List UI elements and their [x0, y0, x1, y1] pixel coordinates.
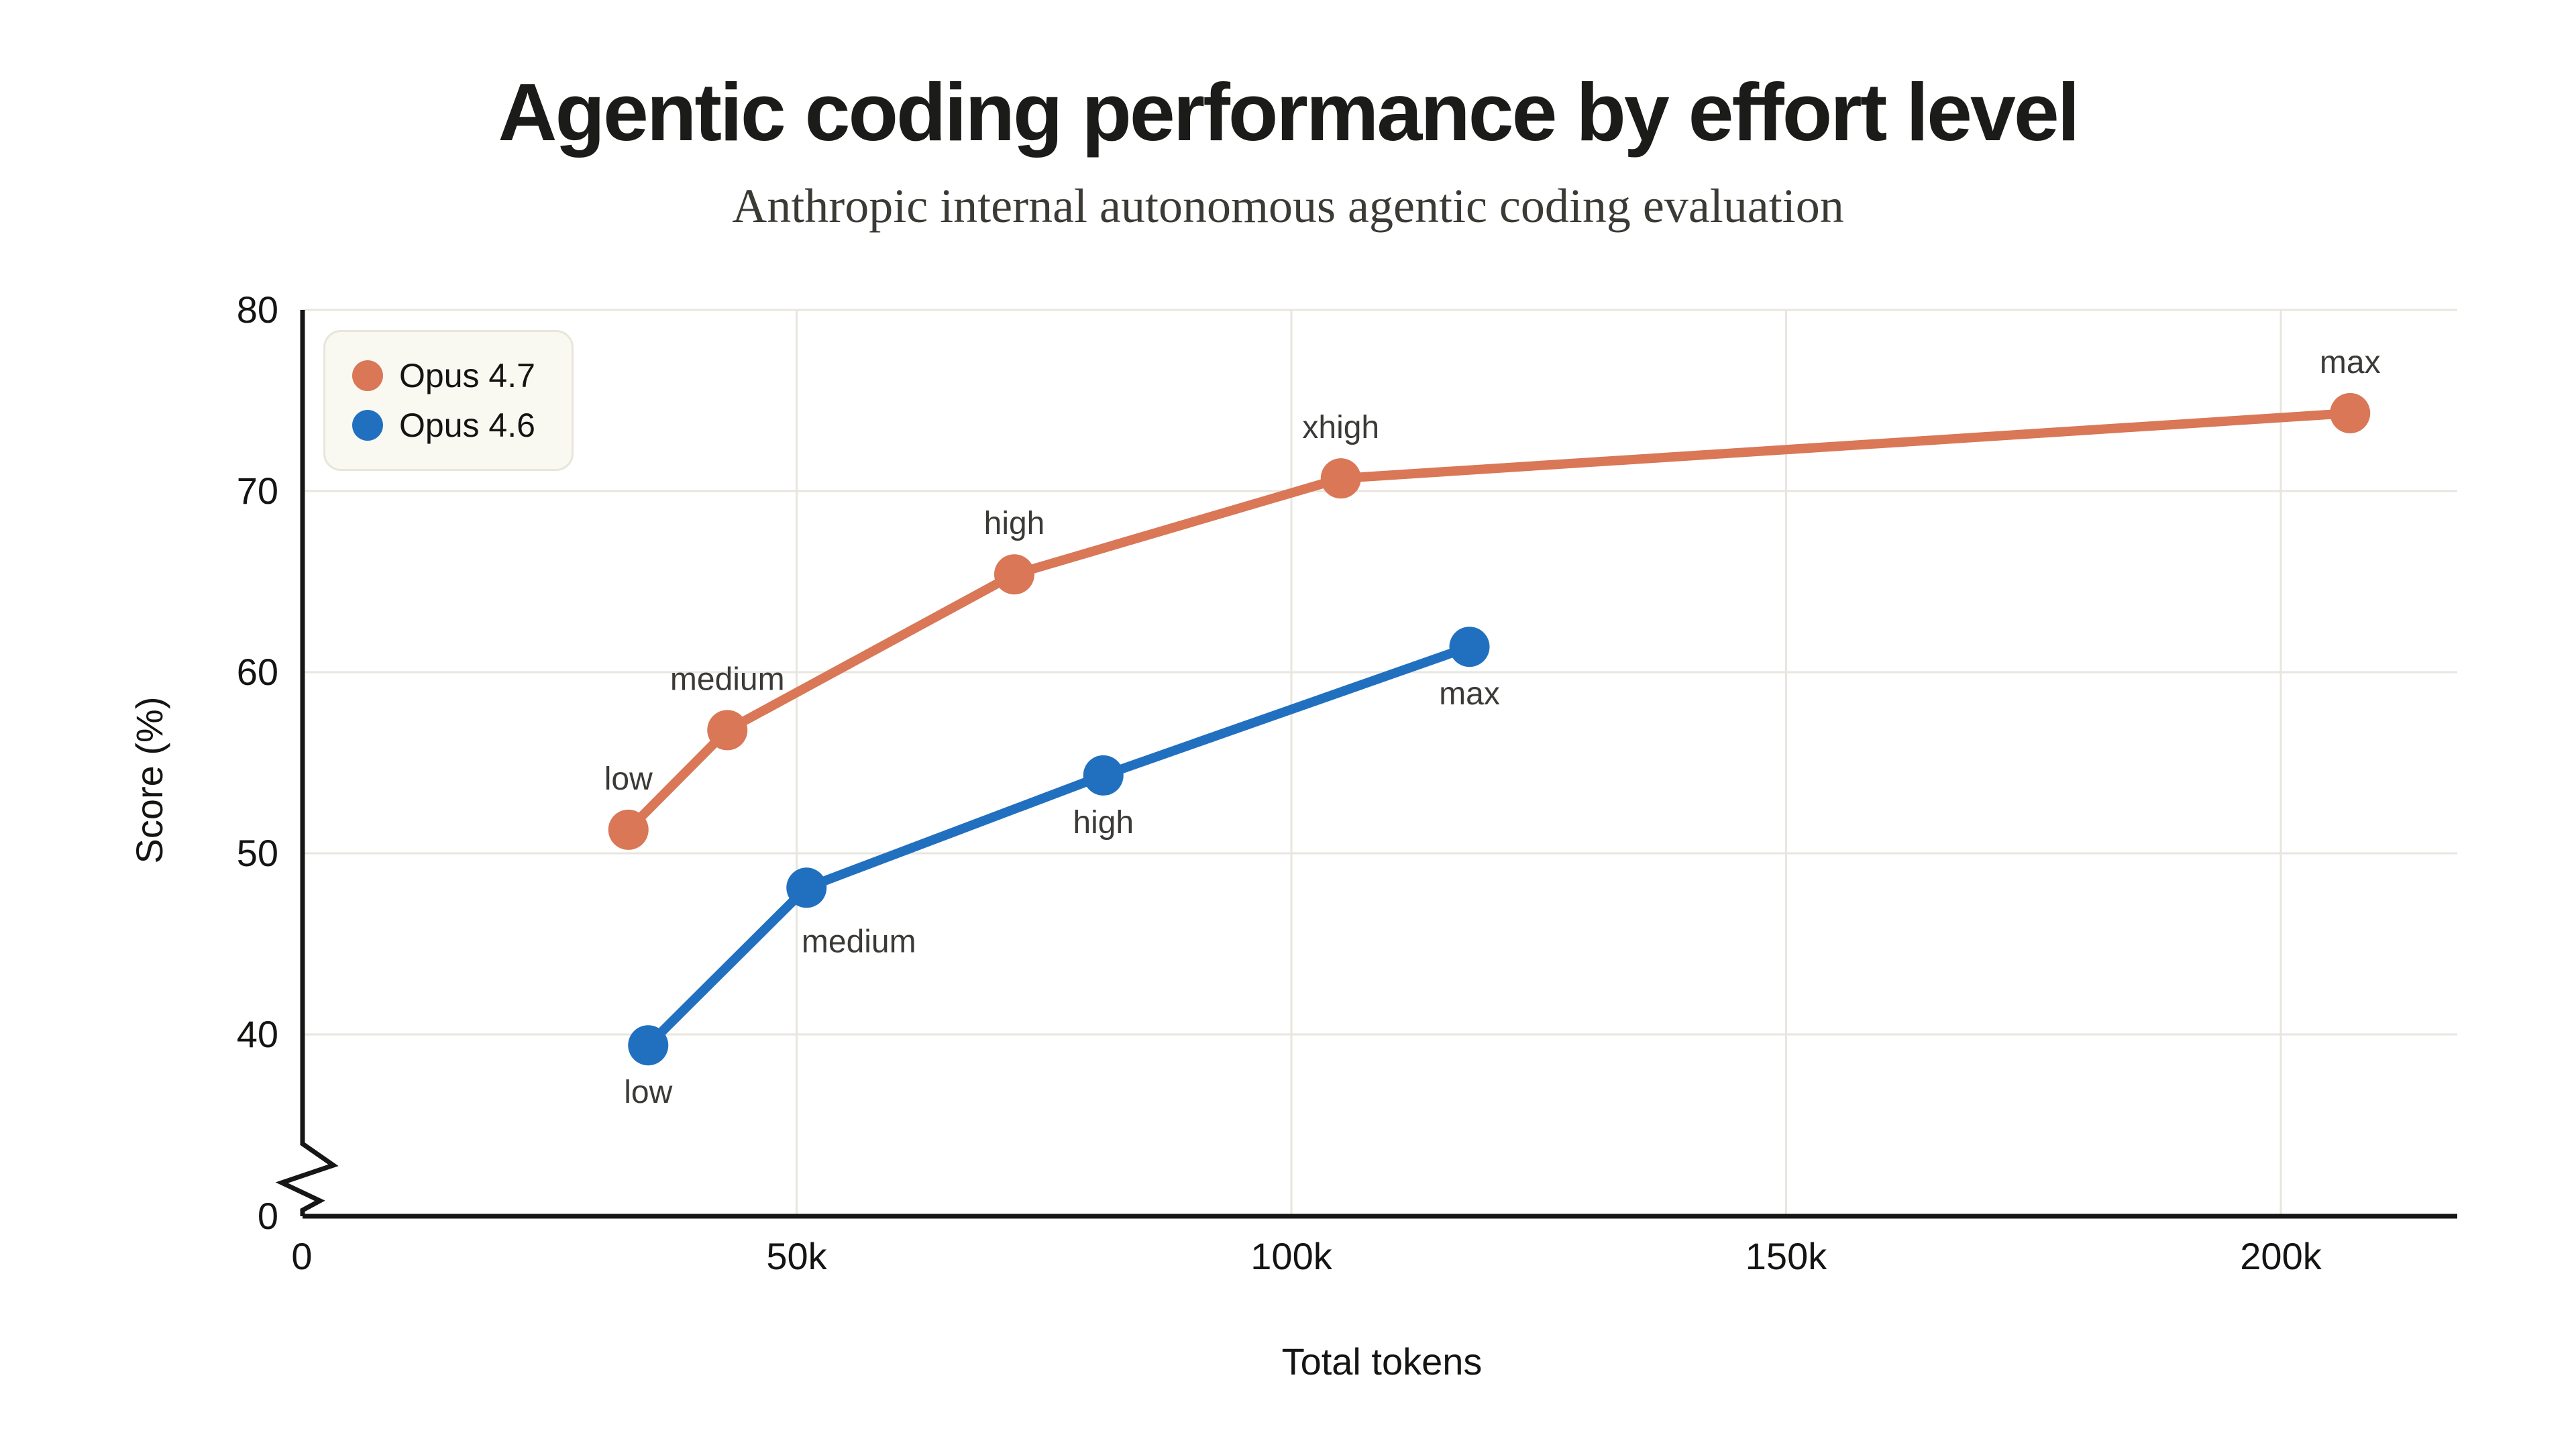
point-opus-4-7-low: [608, 809, 649, 850]
y-tick-60: 60: [237, 651, 278, 693]
point-opus-4-7-max: [2330, 392, 2371, 433]
point-opus-4-6-max: [1449, 627, 1490, 667]
point-label-opus-4-6-max: max: [1439, 676, 1500, 712]
chart-legend: Opus 4.7 Opus 4.6: [323, 330, 574, 471]
y-tick-50: 50: [237, 832, 278, 874]
legend-label-opus-4-7: Opus 4.7: [399, 357, 535, 394]
point-opus-4-7-high: [994, 554, 1034, 595]
y-axis-title: Score (%): [128, 697, 170, 864]
legend-label-opus-4-6: Opus 4.6: [399, 407, 535, 444]
point-label-opus-4-7-medium: medium: [670, 661, 785, 697]
y-tick-0: 0: [258, 1195, 278, 1237]
point-label-opus-4-6-low: low: [624, 1075, 672, 1110]
series-line-opus-4-6: [643, 642, 1474, 1051]
legend-item-opus-4-7: Opus 4.7: [352, 351, 572, 400]
x-tick-100k: 100k: [1250, 1235, 1332, 1277]
point-label-opus-4-7-low: low: [604, 761, 653, 797]
point-opus-4-7-xhigh: [1320, 458, 1361, 499]
point-label-opus-4-7-high: high: [984, 506, 1045, 541]
y-tick-40: 40: [237, 1013, 278, 1055]
x-tick-50k: 50k: [766, 1235, 827, 1277]
point-opus-4-6-high: [1083, 755, 1124, 796]
y-tick-80: 80: [237, 288, 278, 331]
legend-swatch-opus-4-6: [352, 410, 383, 441]
series-line-opus-4-7: [623, 408, 2355, 835]
point-label-opus-4-7-xhigh: xhigh: [1302, 410, 1379, 445]
point-label-opus-4-7-max: max: [2320, 345, 2381, 380]
point-opus-4-6-medium: [786, 867, 827, 908]
point-opus-4-7-medium: [707, 710, 748, 751]
legend-item-opus-4-6: Opus 4.6: [352, 400, 572, 450]
y-axis-line-with-break: [275, 310, 339, 1216]
chart-title: Agentic coding performance by effort lev…: [498, 66, 2080, 158]
legend-swatch-opus-4-7: [352, 360, 383, 391]
chart-subtitle: Anthropic internal autonomous agentic co…: [732, 179, 1844, 233]
point-label-opus-4-6-medium: medium: [802, 924, 916, 959]
y-tick-70: 70: [237, 470, 278, 512]
x-tick-150k: 150k: [1746, 1235, 1827, 1277]
point-opus-4-6-low: [628, 1025, 669, 1066]
x-tick-0: 0: [291, 1235, 312, 1277]
x-tick-200k: 200k: [2240, 1235, 2322, 1277]
point-label-opus-4-6-high: high: [1073, 805, 1134, 841]
x-axis-title: Total tokens: [1282, 1340, 1483, 1383]
